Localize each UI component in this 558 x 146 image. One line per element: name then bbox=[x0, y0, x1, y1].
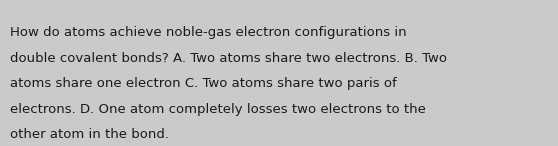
Text: double covalent bonds? A. Two atoms share two electrons. B. Two: double covalent bonds? A. Two atoms shar… bbox=[10, 52, 447, 65]
Text: electrons. D. One atom completely losses two electrons to the: electrons. D. One atom completely losses… bbox=[10, 103, 426, 116]
Text: atoms share one electron C. Two atoms share two paris of: atoms share one electron C. Two atoms sh… bbox=[10, 77, 397, 90]
Text: How do atoms achieve noble-gas electron configurations in: How do atoms achieve noble-gas electron … bbox=[10, 26, 407, 39]
Text: other atom in the bond.: other atom in the bond. bbox=[10, 128, 169, 141]
